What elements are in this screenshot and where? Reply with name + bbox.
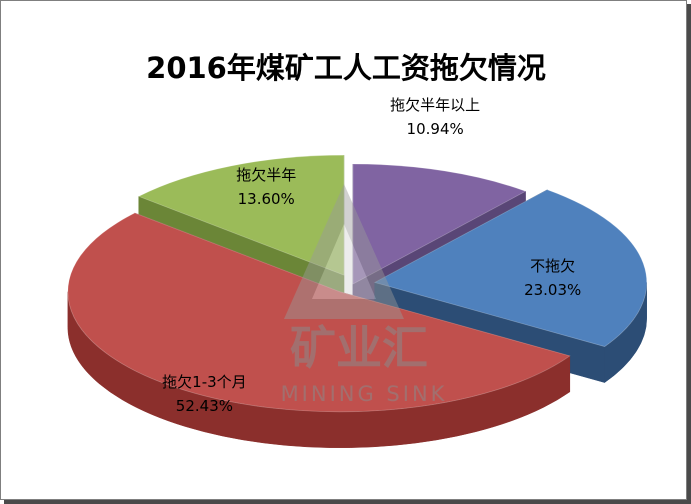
slice-label-1: 不拖欠: [530, 257, 575, 275]
watermark: 矿业汇 MINING SINK: [281, 184, 448, 406]
slice-label-3: 拖欠半年: [236, 166, 296, 184]
slice-value-label-2: 52.43%: [176, 397, 233, 415]
slice-value-label-1: 23.03%: [524, 281, 581, 299]
slice-label-0: 拖欠半年以上: [390, 96, 480, 114]
pie-slice-2: [67, 212, 571, 449]
slice-label-2: 拖欠1-3个月: [162, 373, 247, 391]
slice-value-label-3: 13.60%: [238, 190, 295, 208]
watermark-en-text: MINING SINK: [281, 382, 448, 406]
slice-value-label-0: 10.94%: [407, 120, 464, 138]
watermark-cn-text: 矿业汇: [290, 321, 428, 375]
watermark-logo-icon: [284, 184, 404, 319]
chart-title: 2016年煤矿工人工资拖欠情况: [146, 51, 546, 85]
